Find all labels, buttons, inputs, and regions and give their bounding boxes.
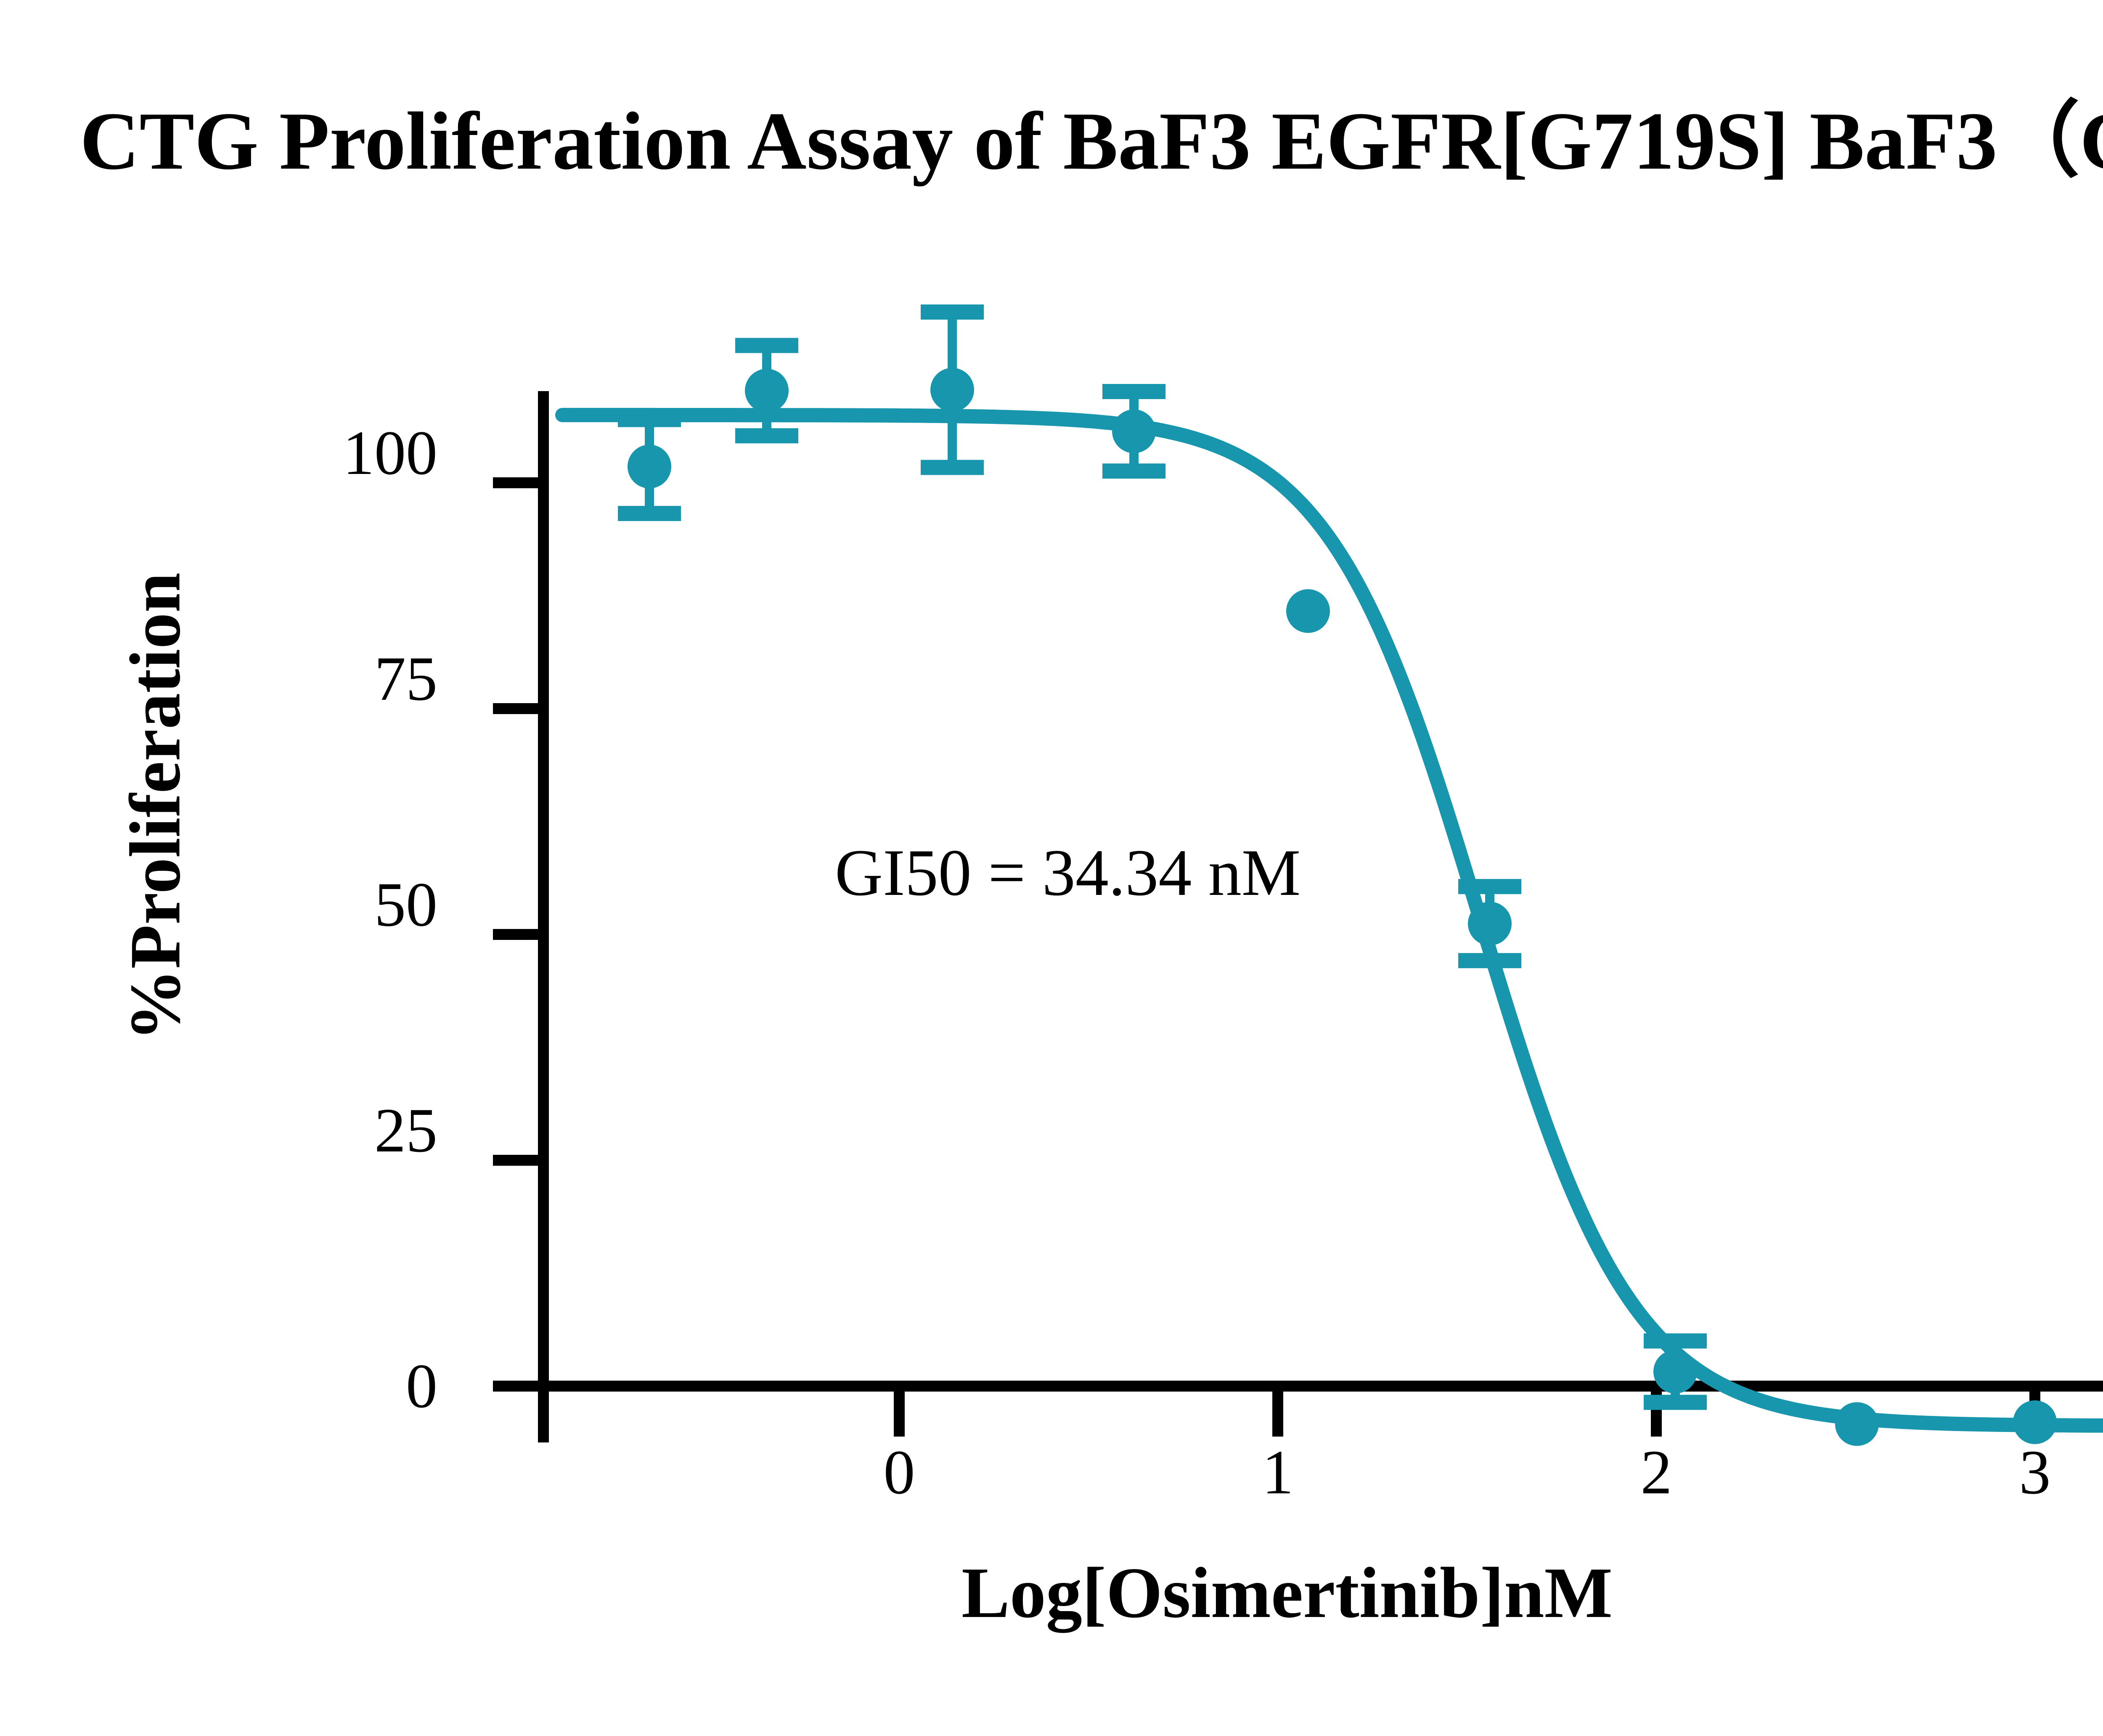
y-tick-label-0: 0: [406, 1351, 437, 1421]
data-point: [1835, 1402, 1879, 1446]
error-bars-group: [618, 304, 1707, 1410]
data-point: [628, 445, 671, 489]
y-tick-label-50: 50: [374, 870, 437, 939]
data-point: [930, 368, 974, 412]
data-point: [745, 368, 789, 413]
data-points-group: [628, 368, 2057, 1446]
data-point: [2013, 1400, 2057, 1444]
y-tick-label-25: 25: [374, 1096, 437, 1165]
x-tick-label-2: 2: [1640, 1437, 1672, 1507]
x-tick-label-1: 1: [1262, 1437, 1294, 1507]
x-tick-label-3: 3: [2019, 1437, 2051, 1507]
x-axis-label: Log[Osimertinib]nM: [961, 1553, 1613, 1633]
axes-group: [493, 391, 2103, 1442]
data-point: [1653, 1350, 1697, 1394]
y-tick-label-100: 100: [343, 418, 437, 488]
y-axis-ticks: [493, 477, 543, 1392]
gi50-annotation: GI50 = 34.34 nM: [835, 836, 1301, 910]
chart-title: CTG Proliferation Assay of BaF3 EGFR[G71…: [80, 95, 2103, 187]
data-point: [1286, 589, 1330, 633]
fit-curve: [555, 408, 2103, 1433]
x-tick-label-0: 0: [883, 1437, 915, 1507]
y-tick-label-75: 75: [374, 644, 437, 714]
data-point: [1468, 902, 1512, 946]
data-point: [1112, 409, 1156, 453]
